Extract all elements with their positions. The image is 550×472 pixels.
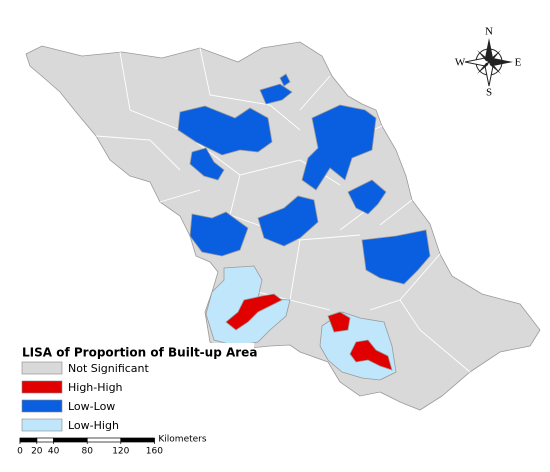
scale-unit: Kilometers xyxy=(158,435,206,445)
legend-swatch xyxy=(21,380,63,394)
low-low-region xyxy=(189,147,225,181)
compass: N S E W xyxy=(455,26,522,99)
scale-label: 80 xyxy=(81,447,93,457)
compass-east: E xyxy=(515,57,522,69)
legend: LISA of Proportion of Built-up Area Not … xyxy=(18,343,257,437)
low-low-region xyxy=(301,104,377,191)
compass-needle xyxy=(489,58,513,66)
low-low-region xyxy=(177,105,273,156)
compass-needle xyxy=(477,62,489,74)
scale-segment xyxy=(86,437,122,443)
low-low-region xyxy=(259,83,293,105)
clusters xyxy=(177,73,431,381)
scale-label: 0 xyxy=(17,447,23,457)
scale-segment xyxy=(36,437,54,443)
legend-title: LISA of Proportion of Built-up Area xyxy=(22,346,257,360)
scale-segment xyxy=(120,437,155,443)
low-low-region xyxy=(361,229,431,285)
compass-north: N xyxy=(485,26,493,38)
compass-west: W xyxy=(455,57,466,69)
compass-needle xyxy=(485,38,493,62)
legend-swatch xyxy=(21,361,63,375)
compass-needle xyxy=(489,62,501,74)
high-high-region xyxy=(349,339,393,371)
low-low-region xyxy=(279,73,291,87)
low-low-region xyxy=(347,179,387,215)
legend-swatch xyxy=(21,418,63,432)
legend-label: High-High xyxy=(68,381,123,394)
scale-label: 120 xyxy=(112,447,129,457)
legend-label: Not Significant xyxy=(68,362,150,375)
compass-needle xyxy=(477,50,489,62)
low-low-region xyxy=(257,195,319,247)
compass-south: S xyxy=(486,87,492,99)
compass-needle xyxy=(489,50,501,62)
high-high-region xyxy=(327,311,351,333)
scale-bar: 0 20 40 80 120 160 Kilometers xyxy=(17,435,207,457)
legend-swatch xyxy=(21,399,63,413)
scale-label: 160 xyxy=(146,447,163,457)
scale-segment xyxy=(53,437,88,443)
scale-segment xyxy=(19,437,38,443)
scale-label: 40 xyxy=(48,447,60,457)
legend-label: Low-Low xyxy=(68,400,115,413)
legend-label: Low-High xyxy=(68,419,119,432)
scale-label: 20 xyxy=(31,447,43,457)
high-high-region xyxy=(225,293,283,331)
low-low-region xyxy=(189,211,249,257)
